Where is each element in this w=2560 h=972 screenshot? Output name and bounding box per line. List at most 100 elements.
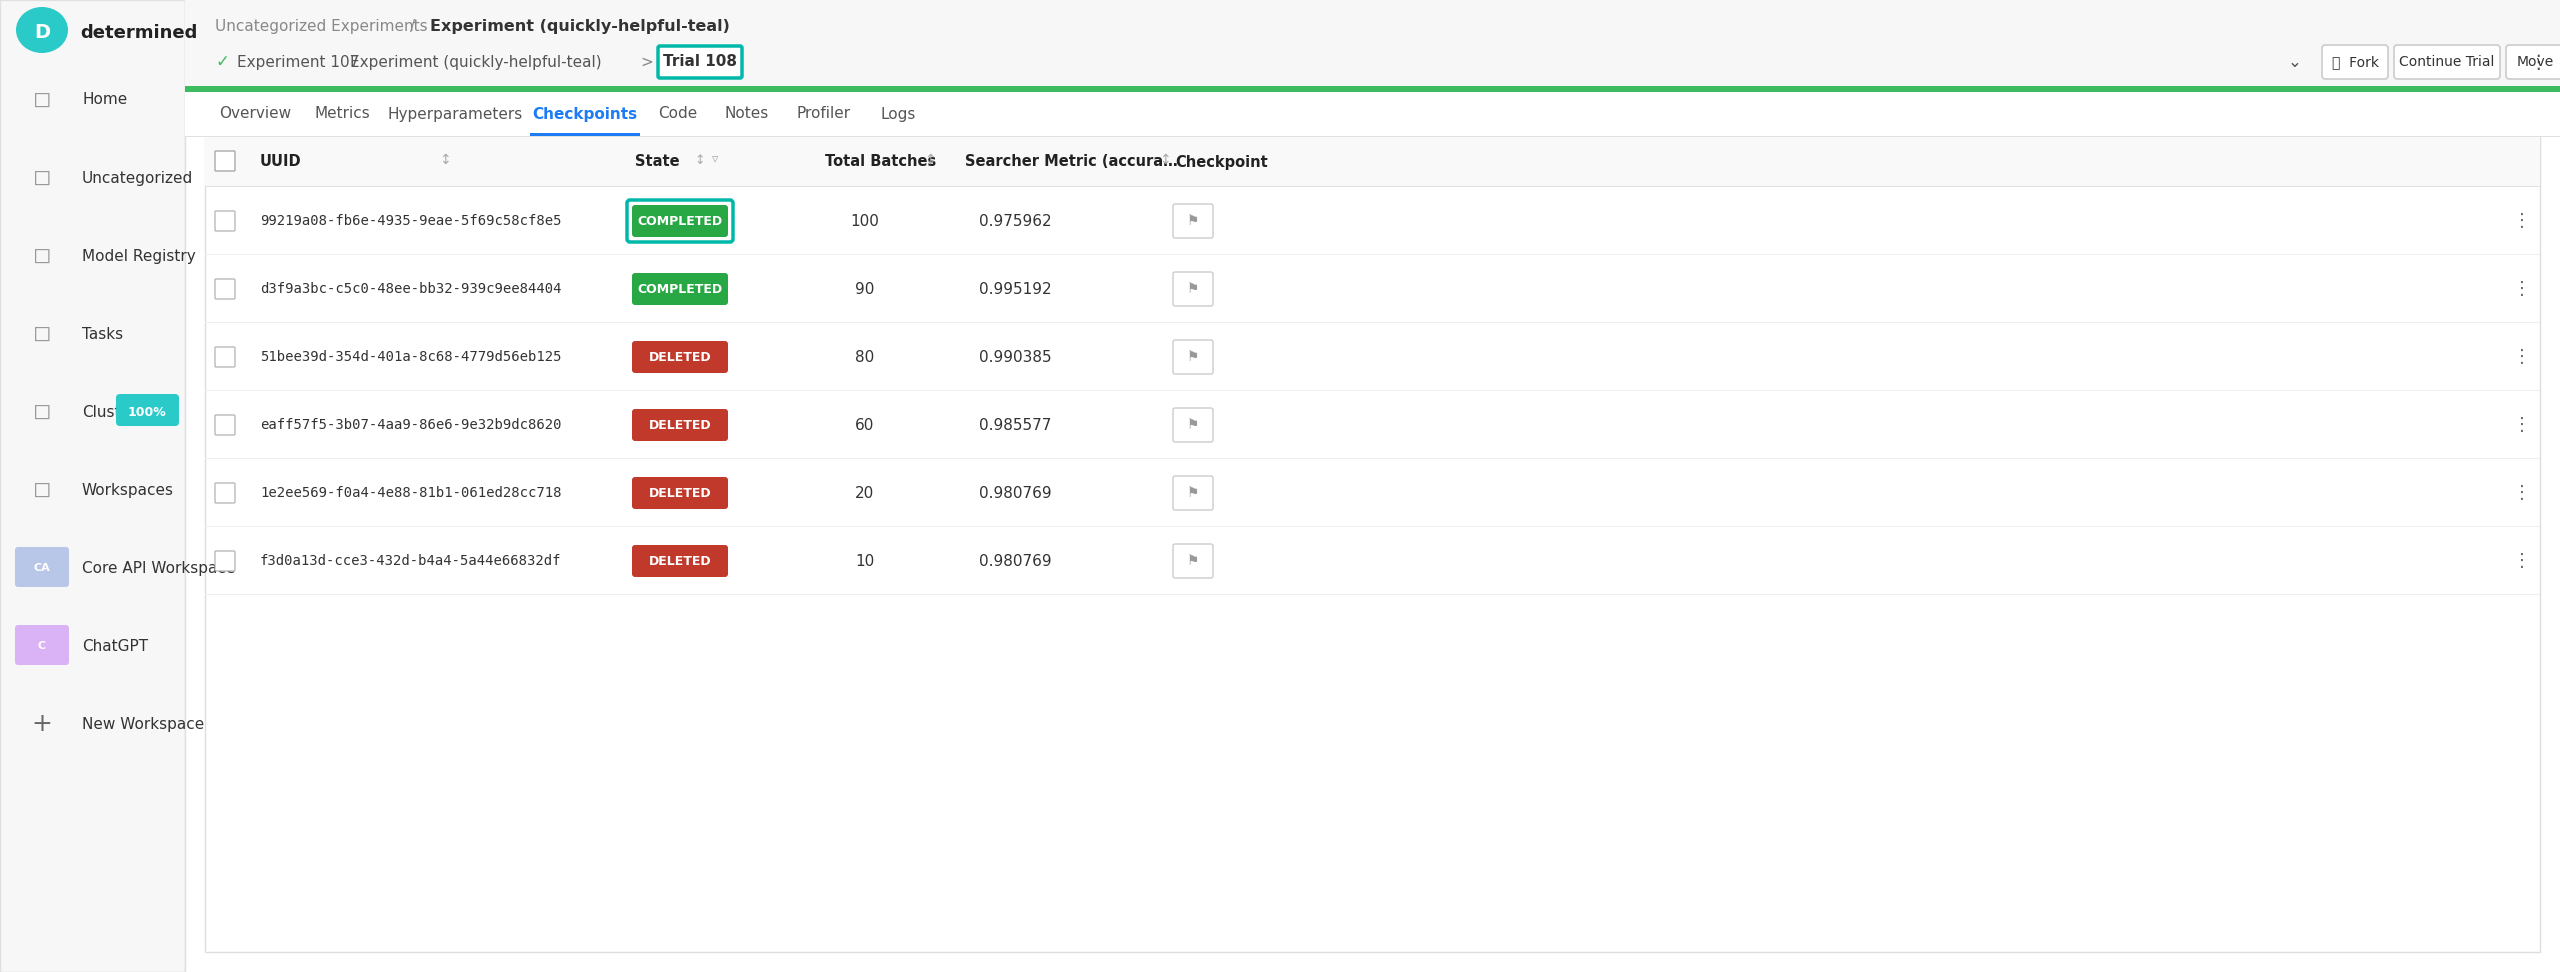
- Text: Continue Trial: Continue Trial: [2399, 55, 2493, 69]
- FancyBboxPatch shape: [215, 415, 236, 435]
- FancyBboxPatch shape: [215, 483, 236, 503]
- Text: 0.980769: 0.980769: [978, 553, 1052, 569]
- Bar: [205, 390, 2540, 391]
- Text: C: C: [38, 641, 46, 651]
- Text: ◻: ◻: [33, 480, 51, 500]
- Text: Trial 108: Trial 108: [663, 54, 737, 70]
- Text: Code: Code: [658, 107, 699, 122]
- Text: 100%: 100%: [128, 405, 166, 419]
- Text: Overview: Overview: [220, 107, 292, 122]
- Text: Profiler: Profiler: [796, 107, 850, 122]
- Text: ⋮: ⋮: [2514, 484, 2532, 502]
- Text: Cluster: Cluster: [82, 404, 136, 420]
- Text: DELETED: DELETED: [648, 351, 712, 364]
- Bar: [205, 254, 2540, 255]
- Bar: [184, 136, 2560, 137]
- Bar: [184, 92, 2560, 136]
- Text: UUID: UUID: [261, 155, 302, 169]
- Text: ↕: ↕: [440, 153, 451, 167]
- FancyBboxPatch shape: [632, 409, 727, 441]
- FancyBboxPatch shape: [1172, 340, 1213, 374]
- Text: ⑂  Fork: ⑂ Fork: [2332, 55, 2378, 69]
- Text: Notes: Notes: [724, 107, 768, 122]
- FancyBboxPatch shape: [632, 205, 727, 237]
- Text: 10: 10: [855, 553, 876, 569]
- FancyBboxPatch shape: [215, 551, 236, 571]
- FancyBboxPatch shape: [2394, 45, 2501, 79]
- Text: 90: 90: [855, 282, 876, 296]
- Text: ◻: ◻: [33, 324, 51, 344]
- Text: COMPLETED: COMPLETED: [637, 283, 722, 295]
- Text: ↕: ↕: [924, 153, 937, 167]
- Text: 0.990385: 0.990385: [978, 350, 1052, 364]
- Text: Home: Home: [82, 92, 128, 108]
- FancyBboxPatch shape: [215, 211, 236, 231]
- Text: ◻: ◻: [33, 90, 51, 110]
- FancyBboxPatch shape: [632, 477, 727, 509]
- FancyBboxPatch shape: [632, 341, 727, 373]
- Text: New Workspace: New Workspace: [82, 716, 205, 732]
- Bar: [205, 186, 2540, 187]
- Text: ⚑: ⚑: [1188, 282, 1198, 296]
- Bar: [205, 137, 2540, 187]
- Text: Logs: Logs: [881, 107, 916, 122]
- Text: ⌄: ⌄: [2289, 53, 2301, 71]
- Text: ↕: ↕: [694, 154, 704, 166]
- Text: COMPLETED: COMPLETED: [637, 215, 722, 227]
- Bar: [205, 594, 2540, 595]
- FancyBboxPatch shape: [215, 151, 236, 171]
- Text: ◻: ◻: [33, 168, 51, 188]
- Text: ◻: ◻: [33, 246, 51, 266]
- Text: 1e2ee569-f0a4-4e88-81b1-061ed28cc718: 1e2ee569-f0a4-4e88-81b1-061ed28cc718: [261, 486, 561, 500]
- Text: 0.995192: 0.995192: [978, 282, 1052, 296]
- FancyBboxPatch shape: [1172, 476, 1213, 510]
- FancyBboxPatch shape: [627, 200, 732, 242]
- Text: ✓: ✓: [215, 53, 228, 71]
- Text: DELETED: DELETED: [648, 554, 712, 568]
- Text: ⋮: ⋮: [2514, 416, 2532, 434]
- Text: /: /: [410, 18, 415, 33]
- FancyBboxPatch shape: [632, 545, 727, 577]
- Text: Experiment (quickly-helpful-teal): Experiment (quickly-helpful-teal): [430, 18, 730, 33]
- FancyBboxPatch shape: [205, 137, 2540, 952]
- Text: ⚑: ⚑: [1188, 554, 1198, 568]
- Text: +: +: [31, 712, 51, 736]
- FancyBboxPatch shape: [15, 547, 69, 587]
- Bar: [0, 0, 184, 972]
- Text: 51bee39d-354d-401a-8c68-4779d56eb125: 51bee39d-354d-401a-8c68-4779d56eb125: [261, 350, 561, 364]
- Text: 20: 20: [855, 485, 876, 501]
- Text: ⋮: ⋮: [2514, 552, 2532, 570]
- Text: 100: 100: [850, 214, 881, 228]
- Text: Hyperparameters: Hyperparameters: [387, 107, 522, 122]
- Text: Checkpoints: Checkpoints: [532, 107, 637, 122]
- FancyBboxPatch shape: [658, 46, 742, 78]
- Bar: [530, 133, 640, 136]
- Text: ⋮: ⋮: [2529, 52, 2547, 72]
- Text: Uncategorized: Uncategorized: [82, 170, 192, 186]
- Text: 0.975962: 0.975962: [978, 214, 1052, 228]
- Text: Searcher Metric (accura…: Searcher Metric (accura…: [965, 155, 1178, 169]
- Text: 60: 60: [855, 418, 876, 433]
- FancyBboxPatch shape: [2322, 45, 2388, 79]
- Text: Uncategorized Experiments: Uncategorized Experiments: [215, 18, 428, 33]
- Text: Experiment 107: Experiment 107: [238, 54, 358, 70]
- Text: eaff57f5-3b07-4aa9-86e6-9e32b9dc8620: eaff57f5-3b07-4aa9-86e6-9e32b9dc8620: [261, 418, 561, 432]
- FancyBboxPatch shape: [115, 394, 179, 426]
- Text: Model Registry: Model Registry: [82, 249, 195, 263]
- Bar: [205, 322, 2540, 323]
- Text: Move: Move: [2516, 55, 2555, 69]
- FancyBboxPatch shape: [215, 279, 236, 299]
- Text: ⚑: ⚑: [1188, 418, 1198, 432]
- Text: DELETED: DELETED: [648, 419, 712, 432]
- Text: ChatGPT: ChatGPT: [82, 639, 148, 653]
- FancyBboxPatch shape: [215, 347, 236, 367]
- Text: ⋮: ⋮: [2514, 348, 2532, 366]
- Bar: [205, 458, 2540, 459]
- FancyBboxPatch shape: [1172, 544, 1213, 578]
- Text: ⋮: ⋮: [2514, 280, 2532, 298]
- Text: Tasks: Tasks: [82, 327, 123, 341]
- Text: Core API Workspace: Core API Workspace: [82, 561, 236, 575]
- Text: f3d0a13d-cce3-432d-b4a4-5a44e66832df: f3d0a13d-cce3-432d-b4a4-5a44e66832df: [261, 554, 561, 568]
- Text: ⚑: ⚑: [1188, 214, 1198, 228]
- Text: 99219a08-fb6e-4935-9eae-5f69c58cf8e5: 99219a08-fb6e-4935-9eae-5f69c58cf8e5: [261, 214, 561, 228]
